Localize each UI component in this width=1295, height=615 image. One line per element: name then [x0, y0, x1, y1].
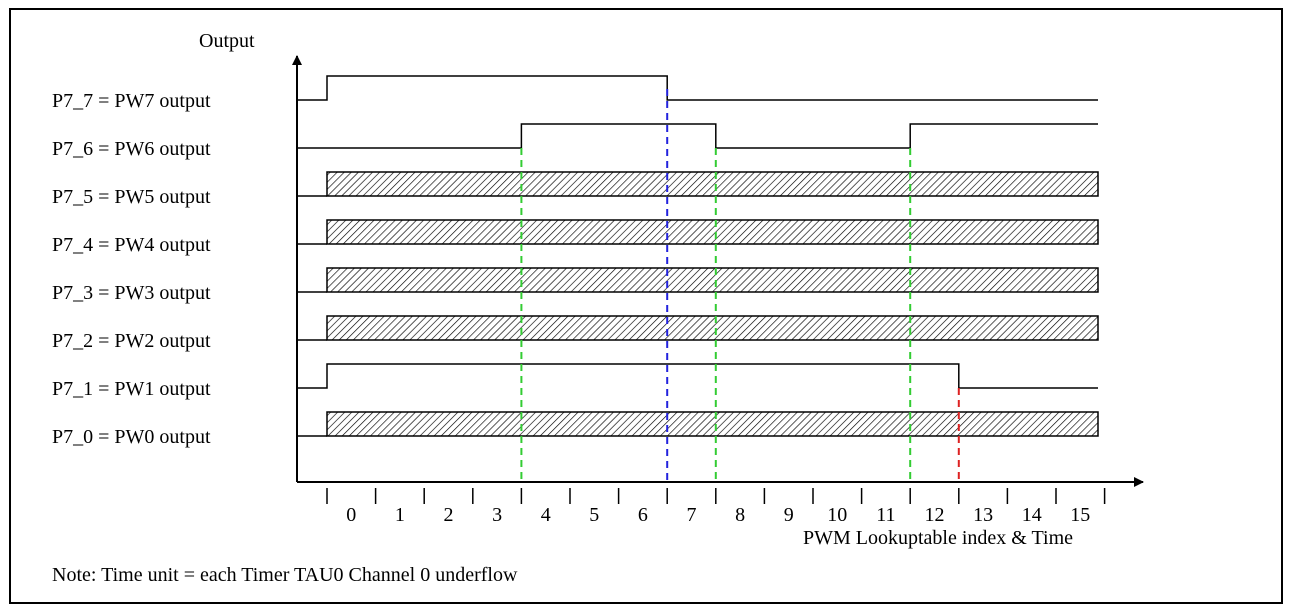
- signal-waveform: [297, 75, 1098, 101]
- tick-label: 10: [827, 504, 847, 526]
- signal-waveform: [297, 363, 1098, 389]
- signal-row: P7_4 = PW4 output: [52, 219, 1099, 256]
- hatched-pwm-region: [326, 219, 1099, 245]
- tick-label: 14: [1022, 504, 1042, 526]
- signal-row: P7_3 = PW3 output: [52, 267, 1099, 304]
- signal-label: P7_6 = PW6 output: [52, 138, 211, 160]
- diagram-frame: Output P7_7 = PW7 output P7_6 = PW6 outpu…: [9, 8, 1283, 604]
- signal-row: P7_7 = PW7 output: [52, 75, 1098, 112]
- tick-label: 11: [876, 504, 895, 526]
- tick-label: 2: [444, 504, 454, 526]
- hatched-pwm-region: [326, 171, 1099, 197]
- signal-label: P7_7 = PW7 output: [52, 90, 211, 112]
- tick-label: 12: [925, 504, 945, 526]
- marker-lines: [520, 89, 960, 482]
- tick-label: 7: [687, 504, 697, 526]
- hatched-pwm-region: [326, 411, 1099, 437]
- hatched-pwm-region: [326, 315, 1099, 341]
- x-axis-label: PWM Lookuptable index & Time: [803, 527, 1073, 549]
- signal-waveform: [297, 123, 1098, 149]
- timing-diagram: Output P7_7 = PW7 output P7_6 = PW6 outpu…: [52, 30, 1144, 586]
- tick-label: 13: [973, 504, 993, 526]
- time-axis-ticks: 0 1 2 3 4 5 6 7 8 9 10 11 12 13 14 15: [326, 488, 1106, 526]
- signal-row: P7_0 = PW0 output: [52, 411, 1099, 448]
- signal-row: P7_6 = PW6 output: [52, 123, 1098, 160]
- tick-label: 6: [638, 504, 648, 526]
- signal-rows: P7_7 = PW7 output P7_6 = PW6 output P7_5 =…: [52, 75, 1099, 448]
- signal-row: P7_5 = PW5 output: [52, 171, 1099, 208]
- signal-label: P7_0 = PW0 output: [52, 426, 211, 448]
- tick-label: 8: [735, 504, 745, 526]
- tick-label: 4: [541, 504, 551, 526]
- tick-label: 1: [395, 504, 405, 526]
- signal-label: P7_2 = PW2 output: [52, 330, 211, 352]
- signal-label: P7_3 = PW3 output: [52, 282, 211, 304]
- signal-label: P7_4 = PW4 output: [52, 234, 211, 256]
- tick-label: 9: [784, 504, 794, 526]
- tick-label: 0: [346, 504, 356, 526]
- note-text: Note: Time unit = each Timer TAU0 Channe…: [52, 564, 518, 586]
- tick-label: 5: [589, 504, 599, 526]
- signal-label: P7_5 = PW5 output: [52, 186, 211, 208]
- y-axis-label: Output: [199, 30, 255, 52]
- signal-label: P7_1 = PW1 output: [52, 378, 211, 400]
- tick-label: 3: [492, 504, 502, 526]
- signal-row: P7_1 = PW1 output: [52, 363, 1098, 400]
- hatched-pwm-region: [326, 267, 1099, 293]
- tick-label: 15: [1070, 504, 1090, 526]
- signal-row: P7_2 = PW2 output: [52, 315, 1099, 352]
